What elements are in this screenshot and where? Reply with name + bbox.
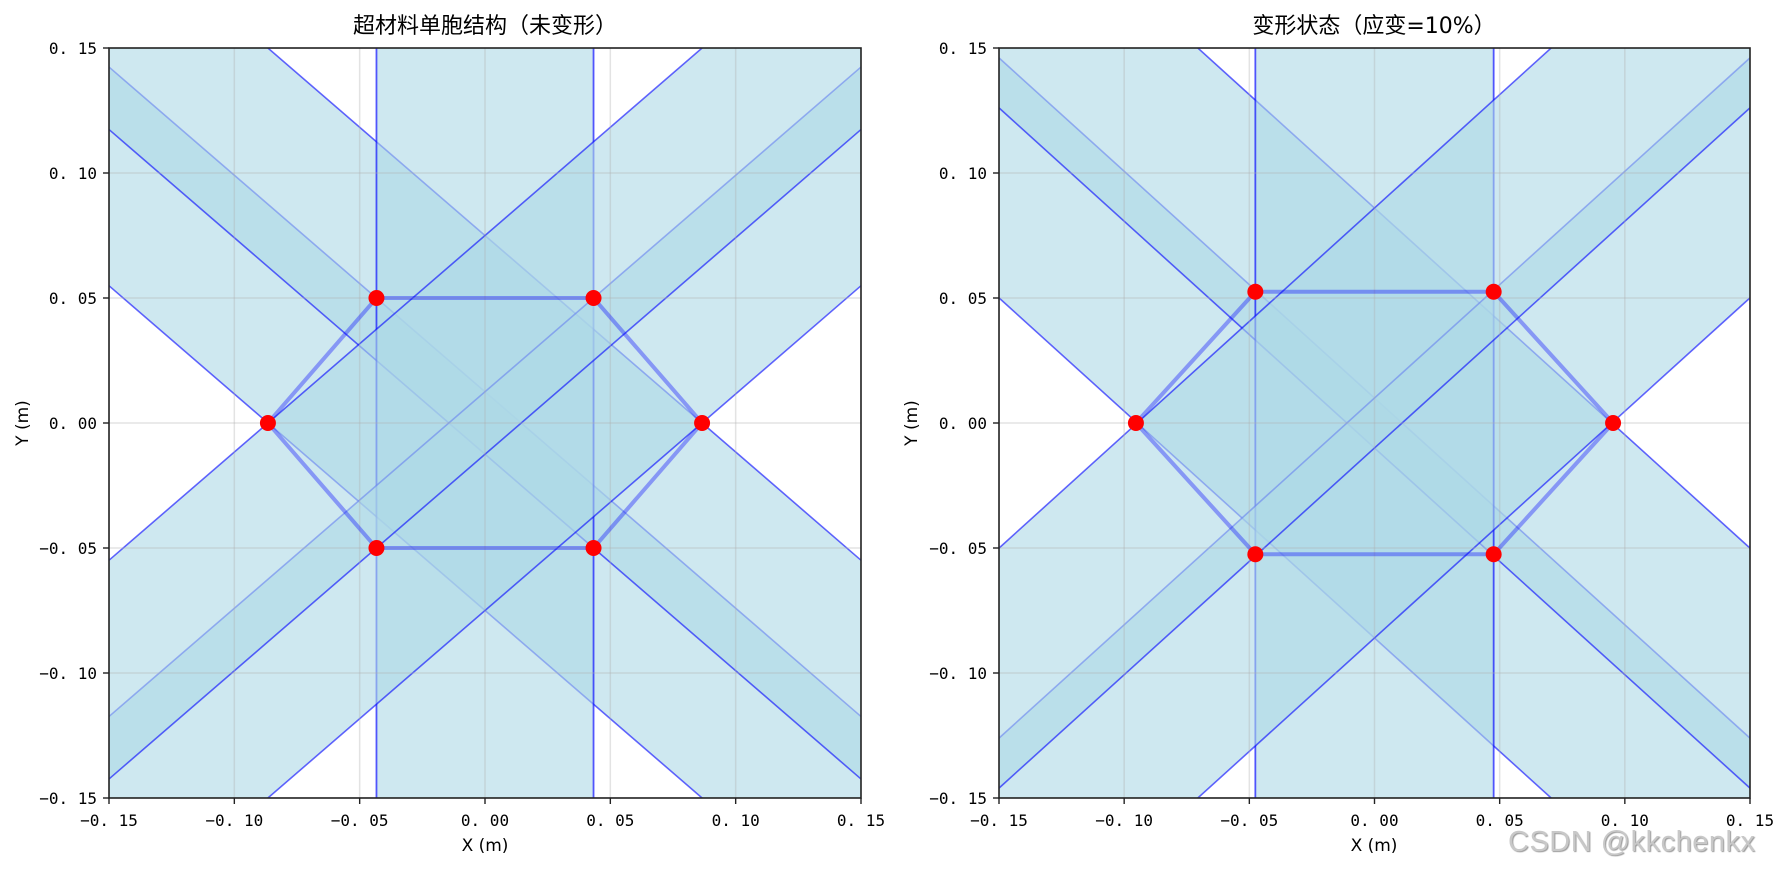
left-chart-title: 超材料单胞结构（未变形） [352,14,618,39]
y-tick-label: 0. 15 [939,39,987,58]
y-tick-label: 0. 05 [49,289,97,308]
pos-slope-band-edge [999,106,1750,790]
node-marker [1485,546,1502,563]
pos-slope-band-edge [999,48,1553,550]
pos-slope-band-edge [109,128,861,781]
y-tick-label: 0. 00 [49,414,97,433]
x-tick-label: −0. 10 [1095,811,1153,830]
node-marker [259,415,276,431]
node-marker [1247,546,1264,563]
y-tick-label: 0. 00 [939,414,987,433]
watermark: CSDN @kkchenkx [1508,826,1756,858]
strut-line [1491,289,1616,425]
y-tick-label: 0. 15 [49,39,97,58]
plot-content [109,48,861,798]
y-tick-label: −0. 10 [929,664,987,683]
node-marker [585,290,602,306]
right-x-axis-label: X (m) [1350,836,1398,856]
node-marker [368,540,385,556]
node-marker [368,290,385,306]
pos-slope-band [109,48,861,780]
right-chart-title: 变形状态（应变=10%） [1252,14,1496,39]
y-tick-label: −0. 10 [39,664,97,683]
left-subplot: 超材料单胞结构（未变形） −0. 15 −0. 10 −0. 05 0. 00 0. 0… [0,0,892,875]
strut-line [591,296,705,425]
x-tick-label: 0. 00 [461,811,509,830]
node-marker [585,540,602,556]
pos-slope-band-edge [266,284,861,798]
x-tick-label: 0. 00 [1350,811,1398,830]
node-marker [1485,283,1502,300]
node-marker [694,415,711,431]
left-plot-area: −0. 15 −0. 10 −0. 05 0. 00 0. 05 0. 10 0. 15 −0… [39,39,885,830]
strut-line [1133,289,1258,425]
strut-line [1491,421,1616,557]
x-tick-label: 0. 05 [586,811,634,830]
strut-line [1133,421,1258,557]
x-tick-label: −0. 10 [205,811,263,830]
node-marker [1605,415,1622,431]
x-tick-label: −0. 15 [970,811,1028,830]
x-tick-label: 0. 15 [837,811,885,830]
x-tick-label: −0. 15 [80,811,138,830]
x-tick-label: −0. 05 [331,811,389,830]
plot-content [999,48,1750,798]
x-tick-label: 0. 10 [712,811,760,830]
pos-slope-band-edge [109,48,704,562]
x-tick-label: −0. 05 [1220,811,1278,830]
x-tick-label: 0. 15 [1726,811,1774,830]
left-x-axis-label: X (m) [461,836,509,856]
node-marker [1247,283,1264,300]
node-marker [1127,415,1144,431]
strut-line [591,421,705,550]
y-tick-label: 0. 10 [939,164,987,183]
pos-slope-band-edge [1196,296,1750,798]
x-tick-label: 0. 05 [1476,811,1524,830]
strut-line [265,421,379,550]
strut-line [265,296,379,425]
y-tick-label: 0. 10 [49,164,97,183]
right-y-axis-label: Y (m) [902,400,922,446]
pos-slope-band [999,48,1750,789]
y-tick-label: 0. 05 [939,289,987,308]
y-tick-label: −0. 15 [39,789,97,808]
x-tick-label: 0. 10 [1601,811,1649,830]
y-tick-label: −0. 05 [39,539,97,558]
y-tick-label: −0. 15 [929,789,987,808]
y-tick-label: −0. 05 [929,539,987,558]
